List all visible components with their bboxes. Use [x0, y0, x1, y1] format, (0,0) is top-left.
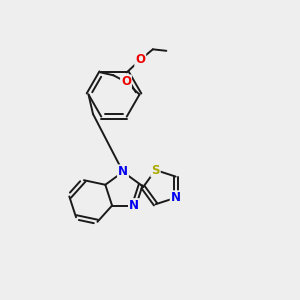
Text: N: N: [171, 191, 181, 204]
Text: O: O: [121, 75, 131, 88]
Text: N: N: [118, 165, 128, 178]
Text: S: S: [151, 164, 160, 176]
Text: N: N: [129, 199, 139, 212]
Text: O: O: [135, 53, 145, 66]
